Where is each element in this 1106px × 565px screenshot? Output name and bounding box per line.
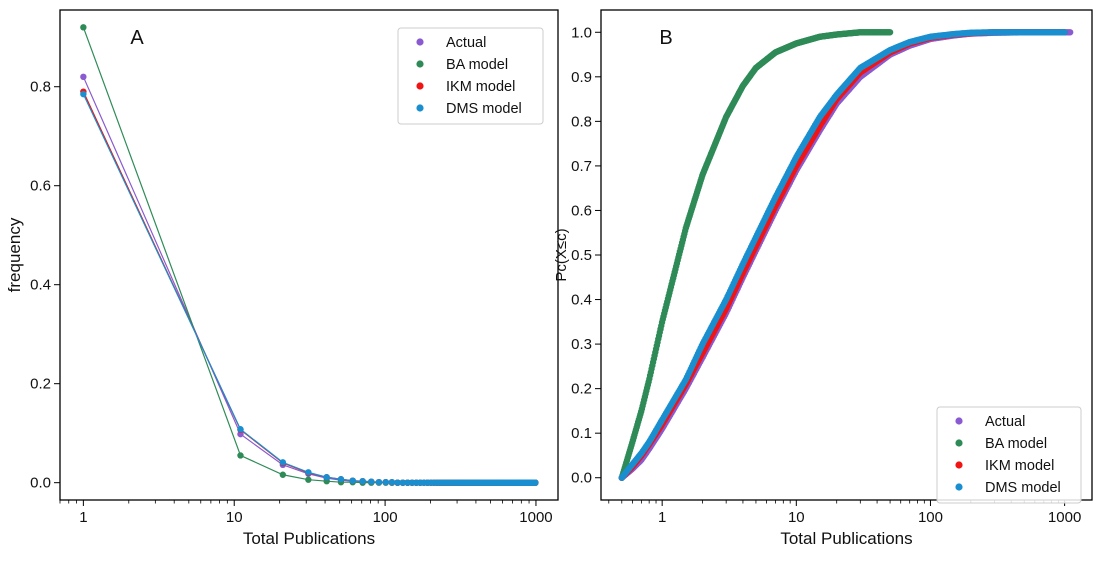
- legend-label: DMS model: [446, 101, 522, 117]
- x-tick-label: 1000: [1048, 509, 1081, 526]
- y-axis-label: Pc(X≤c): [553, 228, 570, 281]
- x-tick-label: 10: [226, 509, 243, 526]
- legend-marker: [955, 461, 963, 469]
- data-point: [80, 24, 87, 31]
- data-point: [399, 479, 406, 486]
- x-tick-label: 100: [373, 509, 398, 526]
- y-tick-label: 0.2: [30, 376, 51, 393]
- data-point: [388, 478, 396, 486]
- y-tick-label: 0.4: [30, 277, 51, 294]
- y-tick-label: 1.0: [571, 24, 592, 41]
- panel-b: 1 10 100 1000 0.0 0.1 0.2 0.3 0.4 0.5 0.6 0.7 0.8 0.9…: [553, 9, 1093, 548]
- x-tick-label: 10: [788, 509, 805, 526]
- x-tick-label: 100: [918, 509, 943, 526]
- legend-label: DMS model: [985, 480, 1061, 496]
- legend-marker: [416, 60, 424, 68]
- data-point: [394, 479, 401, 486]
- x-axis-label: Total Publications: [780, 529, 912, 548]
- legend-item-dms: DMS model: [955, 480, 1061, 496]
- legend-label: Actual: [446, 35, 486, 51]
- legend-marker: [955, 417, 963, 425]
- legend: Actual BA model IKM model DMS model: [936, 406, 1082, 504]
- y-tick-label: 0.6: [571, 202, 592, 219]
- y-tick-label: 0.2: [571, 381, 592, 398]
- legend-item-actual: Actual: [416, 35, 486, 51]
- y-tick-label: 0.3: [571, 336, 592, 353]
- legend-label: BA model: [446, 57, 508, 73]
- legend-item-ba: BA model: [416, 57, 508, 73]
- data-point: [532, 479, 539, 486]
- y-tick-label: 0.8: [30, 79, 51, 96]
- y-tick-label: 0.5: [571, 247, 592, 264]
- legend-label: IKM model: [985, 458, 1054, 474]
- legend: Actual BA model IKM model DMS model: [397, 27, 544, 125]
- data-point: [368, 478, 375, 485]
- x-tick-label: 1: [658, 509, 666, 526]
- data-point: [237, 426, 244, 433]
- y-tick-label: 0.0: [571, 470, 592, 487]
- legend-frame: [936, 406, 1082, 504]
- series-ba: [618, 29, 894, 481]
- y-tick-label: 0.1: [571, 425, 592, 442]
- plot-area: [80, 24, 539, 486]
- series-dms: [80, 90, 539, 486]
- data-point: [375, 478, 383, 486]
- data-point: [279, 459, 287, 466]
- data-point: [237, 452, 244, 459]
- legend-label: Actual: [985, 414, 1025, 430]
- data-point: [382, 478, 389, 486]
- y-tick-label: 0.9: [571, 69, 592, 86]
- data-point: [359, 477, 366, 485]
- legend-marker: [955, 439, 963, 447]
- data-point: [305, 469, 312, 476]
- data-point: [80, 73, 87, 81]
- y-tick-label: 0.8: [571, 113, 592, 130]
- panel-letter: B: [659, 27, 672, 49]
- data-point: [305, 476, 312, 483]
- panel-letter: A: [130, 27, 144, 49]
- x-tick-label: 1000: [519, 509, 552, 526]
- legend-frame: [397, 27, 544, 125]
- legend-marker: [416, 104, 424, 112]
- legend-label: IKM model: [446, 79, 515, 95]
- y-tick-label: 0.6: [30, 178, 51, 195]
- data-point: [1061, 29, 1068, 36]
- data-point: [349, 477, 356, 484]
- series-dms: [618, 29, 1068, 481]
- data-point: [1066, 29, 1074, 36]
- legend-item-dms: DMS model: [416, 101, 522, 117]
- data-point: [337, 476, 345, 483]
- legend-item-ba: BA model: [955, 436, 1047, 452]
- y-tick-label: 0.0: [30, 475, 51, 492]
- y-tick-label: 0.4: [571, 292, 592, 309]
- legend-item-ikm: IKM model: [416, 79, 515, 95]
- data-point: [279, 471, 287, 478]
- legend-label: BA model: [985, 436, 1047, 452]
- legend-marker: [416, 82, 424, 90]
- legend-item-actual: Actual: [955, 414, 1025, 430]
- legend-marker: [416, 38, 424, 46]
- x-axis-label: Total Publications: [243, 529, 375, 548]
- data-point: [323, 474, 330, 481]
- legend-item-ikm: IKM model: [955, 458, 1054, 474]
- x-tick-label: 1: [79, 509, 87, 526]
- y-axis-label: frequency: [5, 217, 24, 292]
- data-point: [886, 29, 894, 36]
- legend-marker: [955, 483, 963, 491]
- panel-a: 1 10 100 1000 0.0 0.2 0.4 0.6 0.8 Total Publicati…: [5, 9, 559, 548]
- y-tick-label: 0.7: [571, 158, 592, 175]
- data-point: [80, 90, 87, 98]
- data-point: [237, 430, 244, 438]
- plot-area: [618, 29, 1074, 481]
- data-point: [404, 479, 411, 486]
